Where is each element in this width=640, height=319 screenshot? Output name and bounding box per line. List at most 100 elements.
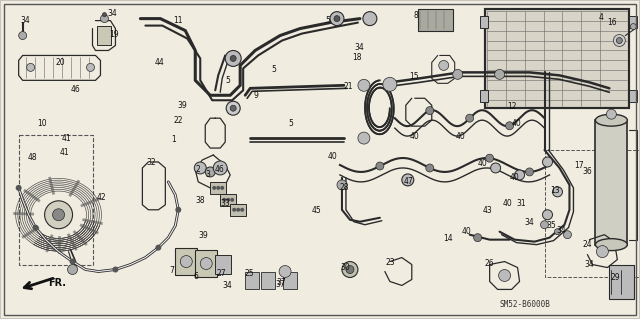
Circle shape — [402, 174, 414, 186]
Circle shape — [439, 60, 449, 70]
Circle shape — [563, 231, 572, 239]
Circle shape — [543, 157, 552, 167]
Text: 2: 2 — [195, 165, 200, 174]
Circle shape — [334, 16, 340, 22]
Text: 6: 6 — [193, 272, 198, 281]
Ellipse shape — [595, 114, 627, 126]
Ellipse shape — [595, 239, 627, 251]
Text: 37: 37 — [276, 279, 285, 288]
Text: 28: 28 — [339, 183, 349, 192]
Bar — [97, 26, 111, 46]
Text: 5: 5 — [289, 119, 294, 129]
Text: 5: 5 — [271, 65, 276, 74]
Circle shape — [543, 210, 552, 220]
Circle shape — [45, 201, 72, 229]
Text: 34: 34 — [108, 9, 117, 18]
Text: 7: 7 — [170, 265, 174, 275]
Bar — [19, 135, 93, 264]
Bar — [220, 194, 236, 206]
Text: 8: 8 — [413, 11, 418, 20]
Text: 4: 4 — [598, 13, 604, 22]
Text: 30: 30 — [340, 263, 351, 272]
Text: 40: 40 — [328, 152, 338, 161]
Text: 34: 34 — [557, 226, 566, 235]
Circle shape — [230, 56, 236, 62]
Text: 34: 34 — [355, 43, 364, 52]
Circle shape — [486, 154, 493, 162]
Text: 38: 38 — [195, 196, 205, 205]
Text: 16: 16 — [607, 18, 618, 27]
Circle shape — [346, 265, 354, 273]
Circle shape — [525, 168, 534, 176]
Text: 29: 29 — [610, 272, 620, 281]
Text: 40: 40 — [462, 227, 472, 236]
Circle shape — [541, 221, 548, 229]
Text: 40: 40 — [478, 159, 488, 168]
Circle shape — [226, 101, 240, 115]
Circle shape — [554, 229, 561, 235]
Text: 25: 25 — [245, 269, 255, 278]
Text: 34: 34 — [223, 281, 232, 290]
Text: 18: 18 — [352, 53, 362, 62]
Circle shape — [230, 105, 236, 111]
Text: 24: 24 — [582, 240, 592, 249]
Text: 3: 3 — [206, 170, 211, 179]
Circle shape — [466, 114, 474, 122]
Bar — [484, 9, 629, 108]
Text: 22: 22 — [173, 116, 183, 125]
Text: 42: 42 — [97, 193, 106, 202]
Circle shape — [358, 79, 370, 91]
Circle shape — [195, 162, 206, 174]
Text: 43: 43 — [483, 206, 492, 215]
Bar — [609, 264, 634, 300]
Text: 20: 20 — [55, 58, 65, 67]
Bar — [479, 90, 488, 102]
Circle shape — [515, 170, 525, 180]
Bar — [629, 90, 637, 102]
Circle shape — [383, 78, 397, 91]
Circle shape — [15, 185, 22, 191]
Text: 15: 15 — [410, 72, 419, 81]
Circle shape — [495, 70, 504, 79]
Text: 40: 40 — [510, 174, 520, 182]
Bar — [283, 271, 297, 289]
Circle shape — [68, 264, 77, 274]
Circle shape — [596, 246, 609, 257]
Circle shape — [240, 208, 244, 212]
Text: 13: 13 — [550, 186, 560, 195]
Circle shape — [52, 209, 65, 221]
Text: 23: 23 — [385, 258, 395, 267]
Circle shape — [33, 225, 38, 231]
Bar — [210, 182, 226, 194]
Circle shape — [342, 262, 358, 278]
Circle shape — [358, 132, 370, 144]
Circle shape — [102, 13, 106, 17]
Text: 41: 41 — [61, 134, 71, 143]
Circle shape — [491, 163, 500, 173]
Text: 1: 1 — [171, 135, 175, 144]
Circle shape — [86, 63, 95, 71]
Text: 44: 44 — [154, 58, 164, 67]
Text: 17: 17 — [574, 161, 584, 170]
Circle shape — [232, 208, 236, 212]
Circle shape — [156, 245, 161, 251]
Text: 26: 26 — [484, 259, 494, 268]
Bar — [418, 9, 452, 31]
Bar — [629, 16, 637, 27]
Text: 10: 10 — [37, 119, 47, 129]
Circle shape — [113, 267, 118, 272]
Text: 40: 40 — [410, 132, 419, 141]
Circle shape — [474, 234, 482, 241]
Text: 19: 19 — [109, 31, 119, 40]
Circle shape — [226, 198, 230, 202]
Text: 40: 40 — [456, 132, 465, 141]
Circle shape — [175, 207, 181, 213]
Circle shape — [337, 180, 347, 190]
Bar — [595, 120, 627, 245]
Text: 34: 34 — [584, 260, 595, 270]
Circle shape — [222, 198, 226, 202]
Circle shape — [499, 270, 511, 281]
Circle shape — [606, 109, 616, 119]
Circle shape — [225, 50, 241, 66]
Circle shape — [330, 12, 344, 26]
